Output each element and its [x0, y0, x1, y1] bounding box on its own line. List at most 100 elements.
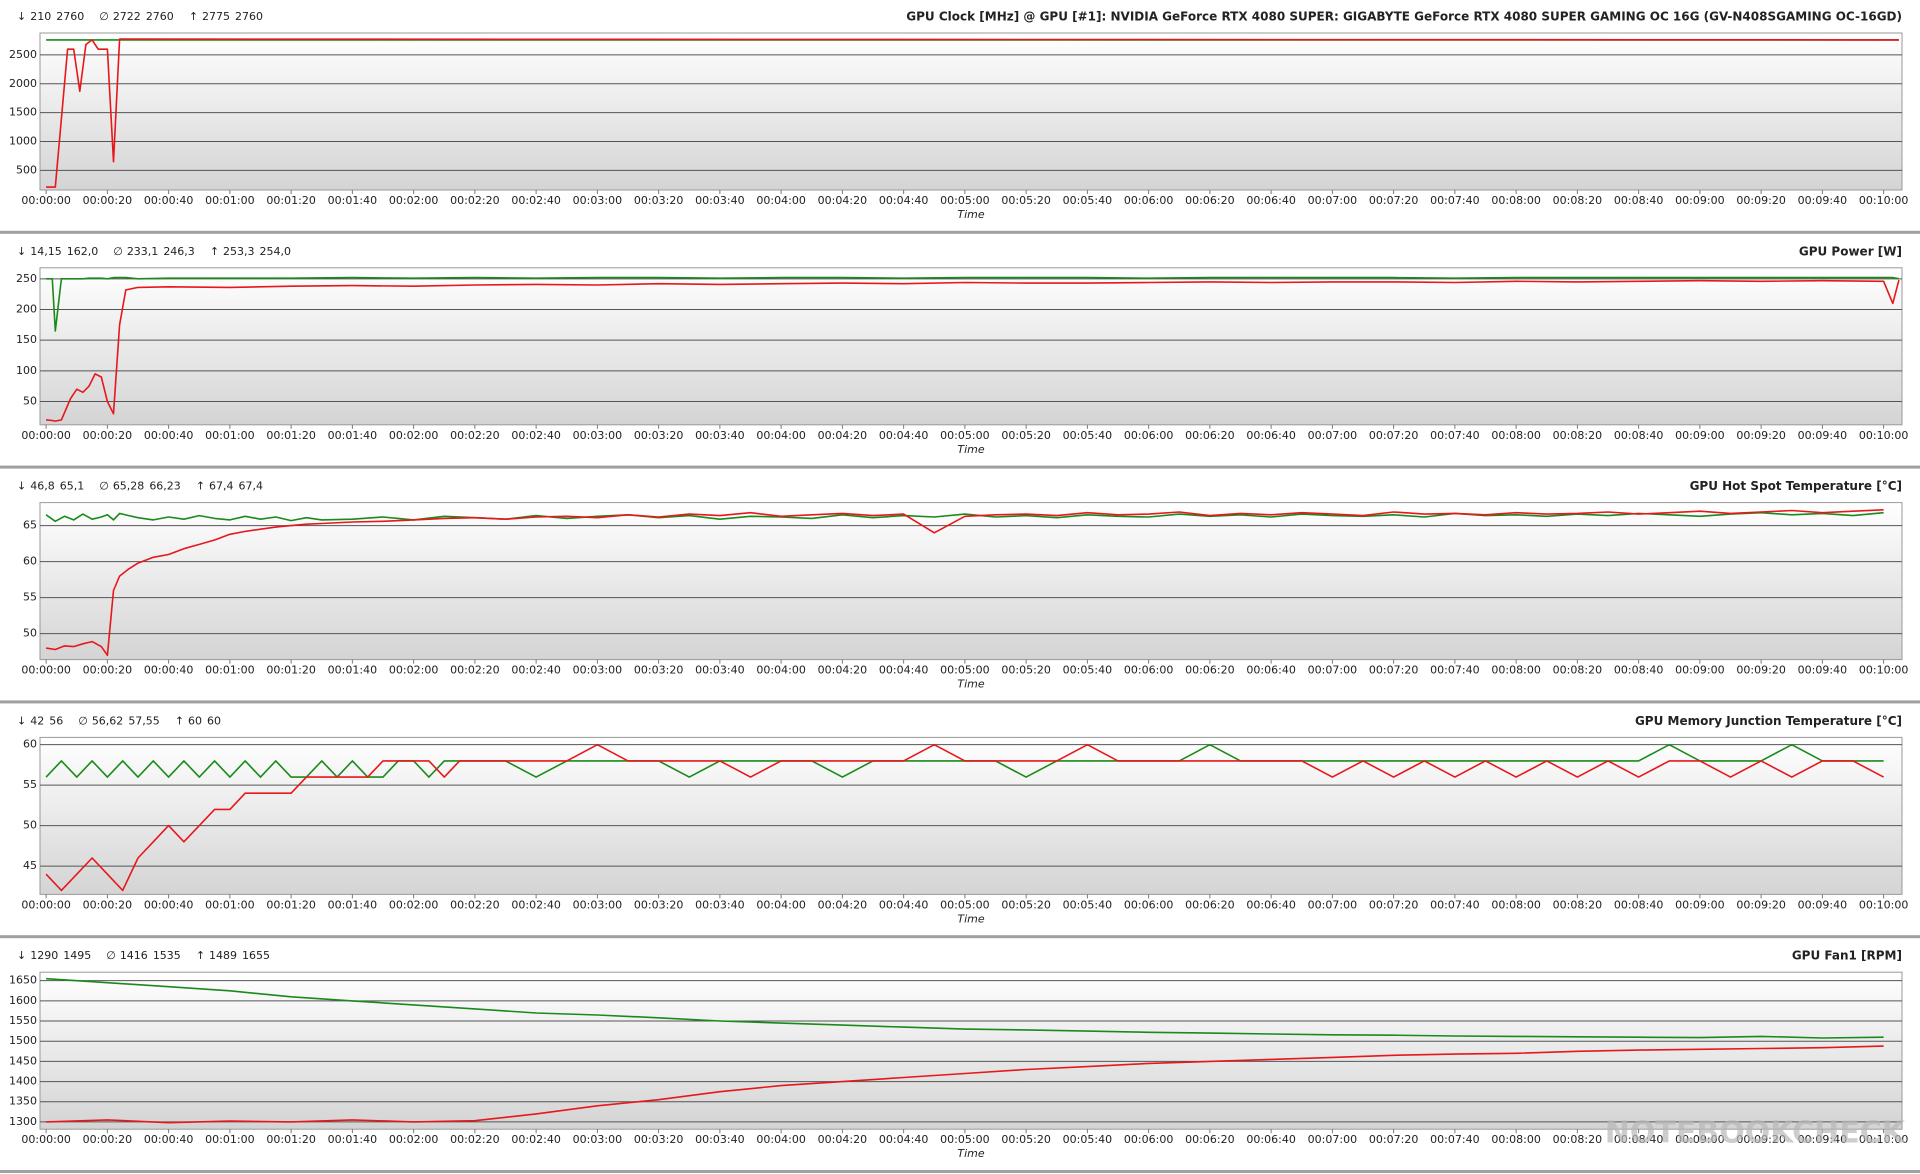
x-tick-label: 00:10:00 — [1859, 664, 1908, 677]
x-tick-label: 00:03:20 — [634, 1133, 683, 1146]
stat-value: 246,3 — [163, 245, 195, 258]
x-tick-label: 00:06:20 — [1185, 1133, 1234, 1146]
chart: GPU Fan1 [RPM] ↓ 1290 1495 ∅ 1416 1535 ↑ 1489 165… — [0, 949, 1920, 1173]
x-tick-label: 00:00:00 — [21, 664, 70, 677]
stat-value: 254,0 — [260, 245, 292, 258]
x-tick-label: 00:08:20 — [1553, 1133, 1602, 1146]
x-tick-label: 00:04:20 — [818, 1133, 867, 1146]
x-tick-label: 00:02:20 — [450, 194, 499, 207]
stat-value: 1535 — [153, 949, 181, 962]
x-tick-label: 00:05:40 — [1063, 194, 1112, 207]
x-tick-label: 00:02:40 — [511, 429, 560, 442]
y-tick-label: 200 — [16, 303, 37, 316]
x-tick-label: 00:02:20 — [450, 429, 499, 442]
x-tick-label: 00:10:00 — [1859, 898, 1908, 911]
x-tick-label: 00:07:00 — [1308, 194, 1357, 207]
plot-background — [39, 267, 1903, 426]
chart: GPU Power [W] ↓ 14,15 162,0 ∅ 233,1 246,3 ↑ 253,… — [0, 244, 1920, 469]
chart: GPU Memory Junction Temperature [°C] ↓ 42 5… — [0, 714, 1920, 939]
x-tick-label: 00:09:40 — [1798, 429, 1847, 442]
x-tick-label: 00:01:20 — [266, 898, 315, 911]
x-tick-label: 00:00:20 — [83, 429, 132, 442]
y-tick-label: 1650 — [9, 974, 37, 987]
x-tick-label: 00:00:40 — [144, 1133, 193, 1146]
x-tick-label: 00:00:20 — [83, 194, 132, 207]
chart: GPU Clock [MHz] @ GPU [#1]: NVIDIA GeFor… — [0, 10, 1920, 234]
x-tick-label: 00:05:40 — [1063, 664, 1112, 677]
stat-value: 1489 — [209, 949, 237, 962]
stat-value: 2760 — [56, 10, 84, 23]
series-line — [46, 1045, 1884, 1124]
y-tick-label: 2500 — [9, 48, 37, 61]
x-tick-label: 00:05:00 — [940, 898, 989, 911]
x-axis-label: Time — [957, 1147, 984, 1160]
x-tick-label: 00:02:00 — [389, 1133, 438, 1146]
x-tick-label: 00:01:40 — [328, 194, 377, 207]
x-tick-label: 00:01:20 — [266, 429, 315, 442]
series-line — [46, 276, 1900, 332]
x-tick-label: 00:05:40 — [1063, 429, 1112, 442]
x-tick-label: 00:08:00 — [1491, 429, 1540, 442]
y-tick-label: 1450 — [9, 1054, 37, 1067]
x-tick-label: 00:07:20 — [1369, 1133, 1418, 1146]
stat-symbol: ↓ — [17, 245, 26, 258]
stat-symbol: ↑ — [175, 714, 184, 727]
x-axis-label: Time — [957, 912, 984, 925]
x-tick-label: 00:01:40 — [328, 429, 377, 442]
x-tick-label: 00:07:20 — [1369, 194, 1418, 207]
x-tick-label: 00:08:00 — [1491, 194, 1540, 207]
y-tick-label: 50 — [23, 627, 37, 640]
x-tick-label: 00:09:40 — [1798, 664, 1847, 677]
series-line — [46, 977, 1884, 1039]
stat-symbol: ↑ — [189, 10, 198, 23]
panel-separator — [0, 935, 1920, 939]
x-tick-label: 00:00:00 — [21, 1133, 70, 1146]
x-tick-label: 00:03:00 — [573, 1133, 622, 1146]
x-tick-label: 00:00:40 — [144, 429, 193, 442]
plot-background — [39, 502, 1903, 661]
x-tick-label: 00:07:40 — [1430, 194, 1479, 207]
stat-value: 253,3 — [223, 245, 255, 258]
x-tick-label: 00:03:40 — [695, 194, 744, 207]
x-tick-label: 00:02:00 — [389, 429, 438, 442]
x-tick-label: 00:06:40 — [1246, 1133, 1295, 1146]
x-tick-label: 00:10:00 — [1859, 429, 1908, 442]
x-tick-label: 00:08:40 — [1614, 664, 1663, 677]
x-tick-label: 00:00:40 — [144, 194, 193, 207]
x-tick-label: 00:04:00 — [756, 194, 805, 207]
stat-value: 14,15 — [30, 245, 62, 258]
stat-value: 233,1 — [127, 245, 159, 258]
chart-title: GPU Power [W] — [1799, 244, 1902, 258]
x-tick-label: 00:01:00 — [205, 429, 254, 442]
x-tick-label: 00:00:40 — [144, 664, 193, 677]
x-tick-label: 00:00:20 — [83, 664, 132, 677]
x-tick-label: 00:04:00 — [756, 664, 805, 677]
stat-value: 46,8 — [30, 480, 55, 493]
y-tick-label: 1600 — [9, 994, 37, 1007]
x-tick-label: 00:02:40 — [511, 898, 560, 911]
x-tick-label: 00:06:40 — [1246, 898, 1295, 911]
y-tick-label: 50 — [23, 819, 37, 832]
x-tick-label: 00:06:00 — [1124, 664, 1173, 677]
stat-value: 67,4 — [239, 480, 264, 493]
y-tick-label: 1400 — [9, 1075, 37, 1088]
x-tick-label: 00:01:00 — [205, 1133, 254, 1146]
panel-separator — [0, 465, 1920, 469]
y-tick-label: 1300 — [9, 1115, 37, 1128]
x-tick-label: 00:09:40 — [1798, 898, 1847, 911]
x-tick-label: 00:00:00 — [21, 429, 70, 442]
stat-value: 56,62 — [92, 714, 124, 727]
x-axis-label: Time — [957, 208, 984, 221]
x-tick-label: 00:04:20 — [818, 664, 867, 677]
y-tick-label: 60 — [23, 738, 37, 751]
x-tick-label: 00:07:00 — [1308, 1133, 1357, 1146]
x-tick-label: 00:04:40 — [879, 429, 928, 442]
x-tick-label: 00:00:20 — [83, 898, 132, 911]
x-tick-label: 00:05:40 — [1063, 898, 1112, 911]
stat-value: 65,1 — [60, 480, 85, 493]
stat-symbol: ↑ — [196, 949, 205, 962]
x-tick-label: 00:05:00 — [940, 194, 989, 207]
stat-symbol: ↓ — [17, 480, 26, 493]
x-tick-label: 00:05:20 — [1001, 664, 1050, 677]
